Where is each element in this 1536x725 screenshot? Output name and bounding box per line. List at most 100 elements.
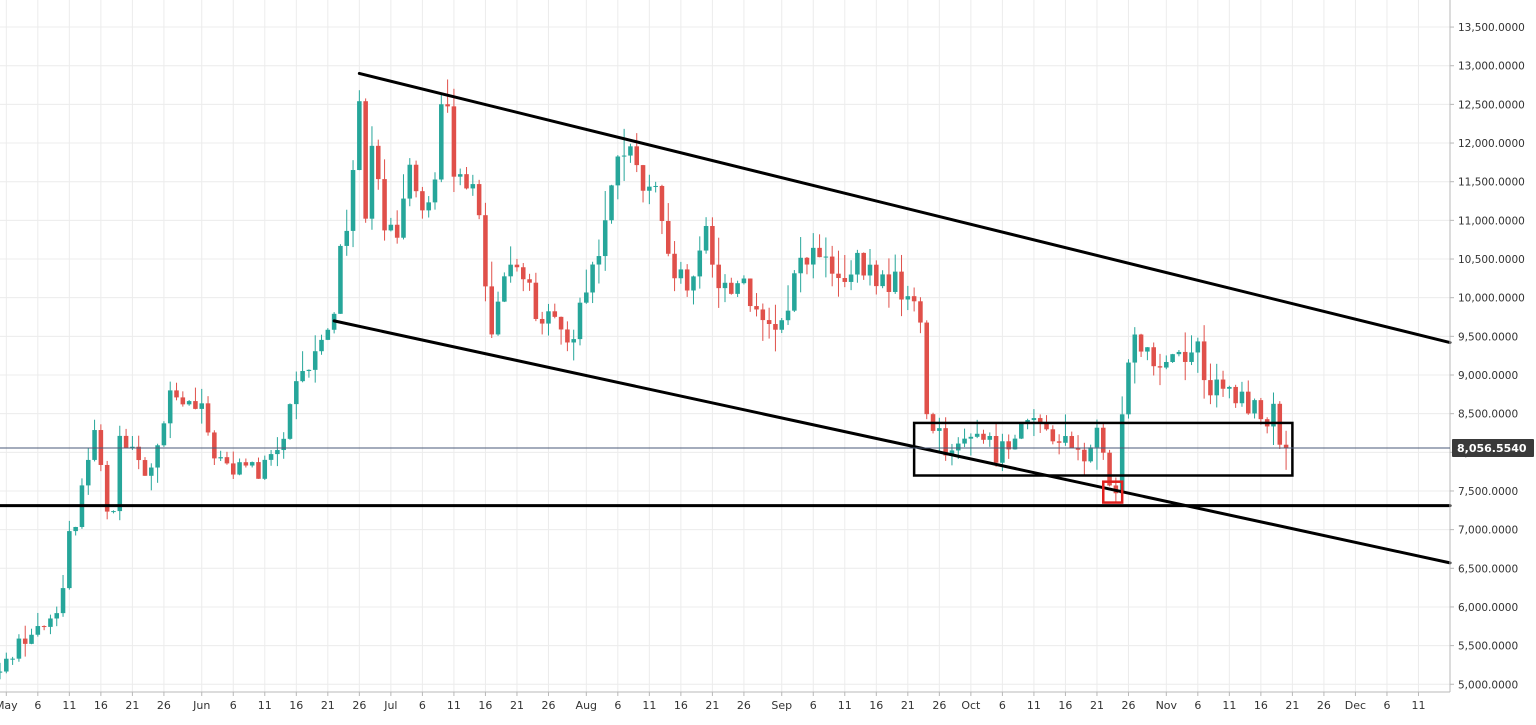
candle-bullish	[67, 531, 72, 589]
candle-bullish	[167, 390, 173, 424]
candle-bullish	[615, 156, 621, 186]
candle-bearish	[193, 401, 198, 409]
candle-bearish	[558, 316, 564, 330]
candle-bearish	[539, 318, 545, 324]
candle-bullish	[262, 459, 268, 479]
candle-bullish	[401, 198, 406, 238]
candle-bullish	[155, 445, 160, 468]
candle-bullish	[810, 247, 816, 265]
highlight-box[interactable]	[1102, 480, 1124, 504]
y-tick-label: 11,000.0000	[1458, 215, 1525, 227]
candle-bearish	[766, 320, 772, 325]
candle-bearish	[363, 101, 368, 219]
candle-bullish	[590, 264, 595, 293]
candle-bearish	[445, 104, 450, 107]
candle-bullish	[502, 276, 507, 302]
x-tick-label: 26	[737, 699, 751, 712]
candle-bullish	[85, 459, 91, 486]
candle-bearish	[716, 264, 721, 289]
candle-bearish	[565, 329, 570, 343]
y-tick-label: 13,500.0000	[1458, 22, 1525, 34]
y-tick-label: 8,500.0000	[1458, 409, 1518, 421]
y-axis[interactable]: 5,000.0000 5,500.0000 6,000.0000 6,500.0000…	[1449, 0, 1525, 692]
drawing-overlays	[0, 71, 1452, 565]
candle-bearish	[1082, 449, 1087, 462]
candle-bullish	[653, 185, 658, 187]
candle-bearish	[489, 286, 495, 335]
candle-bearish	[829, 256, 835, 274]
candle-bearish	[886, 274, 892, 292]
candle-bullish	[678, 269, 684, 279]
candle-bullish	[281, 438, 286, 451]
x-axis[interactable]: May 6 11 16 21 26 Jun 6 11 16 21 26 Jul 6 11 16 21 26 Aug 6…	[0, 691, 1450, 712]
candle-bullish	[457, 174, 463, 177]
candle-bullish	[495, 301, 501, 335]
x-tick-label: Sep	[771, 699, 792, 712]
candle-bullish	[1252, 400, 1257, 414]
candle-bearish	[464, 174, 469, 189]
y-tick-label: 6,000.0000	[1458, 602, 1518, 614]
x-tick-label: 11	[62, 699, 76, 712]
lower-trendline[interactable]	[332, 319, 1452, 565]
x-tick-label: 26	[541, 699, 555, 712]
upper-trendline[interactable]	[357, 71, 1452, 345]
candle-bullish	[1126, 362, 1131, 415]
x-tick-label: 11	[1222, 699, 1236, 712]
candle-bullish	[1227, 386, 1232, 389]
candle-bearish	[123, 435, 129, 448]
candle-bearish	[1157, 366, 1163, 368]
y-tick-label: 13,000.0000	[1458, 61, 1525, 73]
x-tick-label: 26	[1317, 699, 1331, 712]
candle-bullish	[609, 185, 614, 221]
candle-bearish	[1056, 441, 1062, 443]
y-tick-label: 7,500.0000	[1458, 486, 1518, 498]
candle-bullish	[237, 462, 242, 475]
candle-bearish	[861, 252, 866, 276]
x-tick-label: 11	[1411, 699, 1425, 712]
candle-bullish	[571, 339, 576, 343]
candle-bullish	[249, 462, 255, 466]
candle-bullish	[1176, 351, 1182, 355]
y-tick-label: 9,000.0000	[1458, 370, 1518, 382]
y-tick-label: 9,500.0000	[1458, 331, 1518, 343]
x-tick-label: 6	[1383, 699, 1390, 712]
candle-bullish	[1012, 438, 1018, 450]
range-box[interactable]	[912, 421, 1294, 477]
candle-bullish	[1195, 341, 1201, 353]
candle-bullish	[470, 184, 476, 189]
candle-bearish	[684, 269, 690, 291]
candle-bearish	[836, 273, 841, 279]
candle-bearish	[640, 165, 646, 191]
candle-bearish	[1151, 347, 1156, 367]
candle-bullish	[29, 634, 34, 644]
candle-bullish	[880, 274, 885, 287]
candle-bullish	[10, 658, 15, 660]
candle-bearish	[1069, 436, 1075, 448]
candle-bearish	[924, 322, 930, 415]
candle-bearish	[993, 435, 999, 463]
x-tick-label: 26	[1121, 699, 1135, 712]
candle-bullish	[432, 179, 438, 203]
candle-bullish	[306, 369, 312, 372]
x-tick-label: 11	[838, 699, 852, 712]
candle-bearish	[1006, 441, 1011, 450]
candle-bullish	[691, 276, 696, 291]
candle-bullish	[867, 264, 873, 276]
candle-bullish	[300, 371, 305, 382]
candle-bullish	[73, 526, 78, 532]
candle-bearish	[22, 638, 28, 644]
candle-bearish	[1245, 391, 1251, 414]
y-tick-label: 10,000.0000	[1458, 293, 1525, 305]
candle-bearish	[804, 257, 810, 265]
candle-bearish	[754, 306, 759, 310]
candle-bearish	[672, 253, 677, 279]
candle-bearish	[874, 264, 879, 287]
candle-bullish	[338, 245, 343, 314]
candle-bearish	[773, 324, 778, 330]
candle-bearish	[1220, 379, 1226, 389]
candle-bearish	[842, 278, 848, 282]
x-tick-label: 16	[674, 699, 688, 712]
candle-bullish	[369, 145, 375, 219]
